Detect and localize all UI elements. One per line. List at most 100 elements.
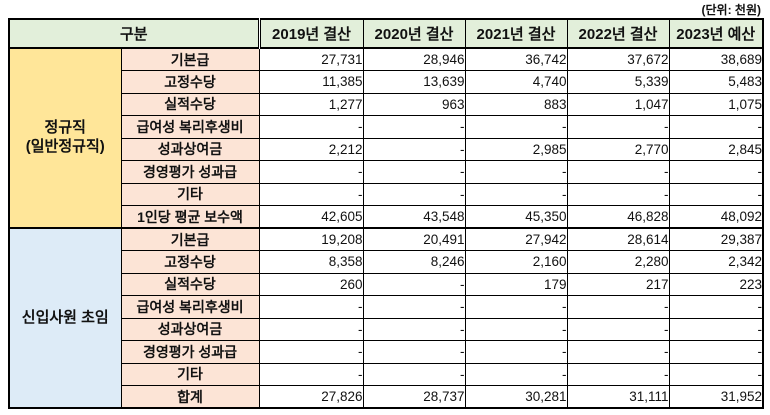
value-cell: 27,942	[464, 227, 568, 251]
value-cell: -	[668, 340, 764, 364]
value-cell: 31,111	[566, 385, 670, 409]
table-header-row: 구분 2019년 결산 2020년 결산 2021년 결산 2022년 결산 2…	[8, 18, 764, 49]
value-cell: -	[668, 160, 764, 184]
table-row: 경영평가 성과급 - - - - -	[9, 160, 764, 184]
value-cell: -	[258, 317, 364, 341]
header-year-2020: 2020년 결산	[362, 18, 466, 49]
value-cell: 38,689	[668, 47, 764, 71]
value-cell: -	[362, 295, 466, 319]
value-cell: -	[464, 340, 568, 364]
row-label: 고정수당	[120, 70, 260, 94]
value-cell: -	[566, 295, 670, 319]
value-cell: 37,672	[566, 47, 670, 71]
value-cell: -	[362, 362, 466, 386]
value-cell: -	[464, 160, 568, 184]
table-row: 실적수당 1,277 963 883 1,047 1,075	[9, 92, 764, 116]
value-cell: 13,639	[362, 70, 466, 94]
value-cell: -	[362, 137, 466, 161]
header-year-2021: 2021년 결산	[464, 18, 568, 49]
value-cell: -	[362, 340, 466, 364]
table-row: 신입사원 초임 기본급 19,208 20,491 27,942 28,614 29,387	[8, 227, 764, 409]
row-label: 급여성 복리후생비	[120, 295, 260, 319]
value-cell: 260	[258, 272, 364, 296]
value-cell: 29,387	[668, 227, 764, 251]
value-cell: -	[362, 115, 466, 139]
value-cell: 28,946	[362, 47, 466, 71]
value-cell: 223	[668, 272, 764, 296]
value-cell: -	[566, 160, 670, 184]
value-cell: 5,339	[566, 70, 670, 94]
value-cell: 27,731	[258, 47, 364, 71]
group-label-line: (일반정규직)	[25, 138, 105, 155]
value-cell: 30,281	[464, 385, 568, 409]
group-label-cell: 정규직 (일반정규직)	[8, 47, 122, 229]
row-label: 기타	[120, 182, 260, 206]
header-year-2019: 2019년 결산	[258, 18, 364, 49]
value-cell: -	[464, 317, 568, 341]
row-label: 합계	[120, 385, 260, 409]
value-cell: -	[464, 115, 568, 139]
value-cell: -	[668, 182, 764, 206]
value-cell: 28,737	[362, 385, 466, 409]
value-cell: 27,826	[258, 385, 364, 409]
value-cell: 42,605	[258, 205, 364, 229]
value-cell: -	[362, 317, 466, 341]
value-cell: 31,952	[668, 385, 764, 409]
header-year-2023: 2023년 예산	[668, 18, 764, 49]
row-label: 실적수당	[120, 92, 260, 116]
row-label: 고정수당	[120, 250, 260, 274]
table-row: 기타 - - - - -	[9, 182, 764, 206]
group-label-line: 정규직	[44, 119, 86, 137]
value-cell: 45,350	[464, 205, 568, 229]
value-cell: -	[258, 362, 364, 386]
value-cell: -	[668, 317, 764, 341]
header-year-2022: 2022년 결산	[566, 18, 670, 49]
value-cell: 19,208	[258, 227, 364, 251]
value-cell: -	[464, 362, 568, 386]
header-category: 구분	[8, 18, 261, 49]
table-row: 고정수당 11,385 13,639 4,740 5,339 5,483	[9, 70, 764, 94]
value-cell: 11,385	[258, 70, 364, 94]
value-cell: -	[566, 362, 670, 386]
value-cell: -	[258, 115, 364, 139]
value-cell: -	[464, 295, 568, 319]
value-cell: -	[362, 182, 466, 206]
table-row: 급여성 복리후생비 - - - - -	[9, 115, 764, 139]
group-label-cell: 신입사원 초임	[8, 227, 122, 409]
table-row: 성과상여금 2,212-2,985 2,770 2,845	[9, 137, 764, 161]
value-cell: -	[566, 340, 670, 364]
table-row: 기타 - - - - -	[9, 362, 764, 386]
value-cell: -	[668, 115, 764, 139]
row-label: 기본급	[120, 47, 260, 71]
row-label: 경영평가 성과급	[120, 160, 260, 184]
value-cell: -	[258, 295, 364, 319]
row-label: 기타	[120, 362, 260, 386]
table-row: 고정수당 8,358 8,246 2,160 2,280 2,342	[9, 250, 764, 274]
value-cell: 217	[566, 272, 670, 296]
row-label: 1인당 평균 보수액	[120, 205, 260, 229]
value-cell: -	[362, 160, 466, 184]
row-label: 기본급	[120, 227, 260, 251]
value-cell: -	[566, 317, 670, 341]
value-cell: 1,075	[668, 92, 764, 116]
table-row: 실적수당 260-179 217 223	[9, 272, 764, 296]
value-cell: -	[668, 362, 764, 386]
row-label: 경영평가 성과급	[120, 340, 260, 364]
table-row: 1인당 평균 보수액 42,605 43,548 45,350 46,828 48,092	[9, 205, 764, 229]
value-cell: 36,742	[464, 47, 568, 71]
row-label: 급여성 복리후생비	[120, 115, 260, 139]
value-cell: 2,985	[464, 137, 568, 161]
row-label: 실적수당	[120, 272, 260, 296]
value-cell: -	[258, 182, 364, 206]
value-cell: 8,358	[258, 250, 364, 274]
value-cell: 883	[464, 92, 568, 116]
group-label-line: 신입사원 초임	[21, 308, 109, 326]
table-row: 경영평가 성과급 - - - - -	[9, 340, 764, 364]
value-cell: 2,160	[464, 250, 568, 274]
row-label: 성과상여금	[120, 137, 260, 161]
row-label: 성과상여금	[120, 317, 260, 341]
value-cell: -	[362, 272, 466, 296]
compensation-table: 구분 2019년 결산 2020년 결산 2021년 결산 2022년 결산 2…	[8, 18, 765, 409]
value-cell: 1,277	[258, 92, 364, 116]
table-row: 정규직 (일반정규직) 기본급 27,731 28,946 36,742 37,672 38,…	[8, 47, 764, 229]
